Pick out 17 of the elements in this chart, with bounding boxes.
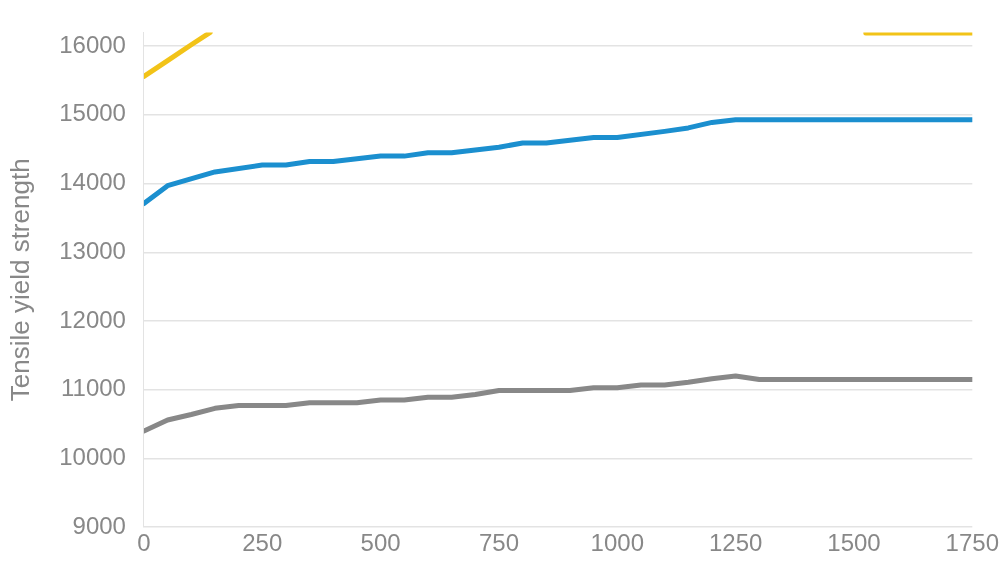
x-tick-label: 750 bbox=[478, 529, 519, 557]
y-tick-label: 11000 bbox=[60, 374, 126, 402]
y-tick-label: 14000 bbox=[59, 168, 126, 196]
y-tick-label: 15000 bbox=[59, 99, 126, 127]
x-tick-label: 250 bbox=[242, 529, 283, 557]
x-tick-label: 1000 bbox=[590, 529, 644, 557]
y-axis-title: Tensile yield strength bbox=[4, 158, 35, 402]
y-tick-label: 16000 bbox=[59, 30, 126, 58]
x-tick-label: 1500 bbox=[827, 529, 881, 557]
y-tick-label: 10000 bbox=[59, 443, 126, 471]
x-tick-label: 500 bbox=[360, 529, 401, 557]
x-tick-label: 1750 bbox=[945, 529, 999, 557]
y-tick-label: 9000 bbox=[72, 511, 126, 539]
x-tick-label: 1250 bbox=[708, 529, 763, 557]
y-tick-label: 13000 bbox=[59, 236, 126, 264]
y-tick-label: 12000 bbox=[59, 305, 126, 333]
x-tick-label: 0 bbox=[137, 529, 151, 557]
